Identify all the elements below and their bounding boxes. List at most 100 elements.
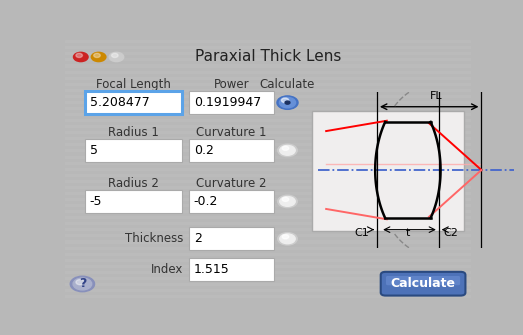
FancyBboxPatch shape: [381, 272, 465, 295]
Bar: [65, 195, 471, 198]
Bar: [65, 110, 471, 113]
FancyBboxPatch shape: [190, 259, 275, 282]
Circle shape: [109, 52, 124, 62]
Circle shape: [111, 53, 118, 58]
Bar: [65, 177, 471, 180]
Bar: [65, 204, 471, 207]
Text: Index: Index: [151, 263, 183, 276]
Circle shape: [281, 98, 289, 103]
FancyBboxPatch shape: [85, 139, 182, 162]
Bar: [65, 164, 471, 168]
Bar: [65, 155, 471, 158]
Bar: [65, 225, 471, 228]
Text: 0.2: 0.2: [194, 144, 214, 157]
Bar: [65, 86, 471, 89]
FancyBboxPatch shape: [189, 90, 274, 114]
FancyBboxPatch shape: [189, 139, 274, 162]
Bar: [65, 219, 471, 222]
Text: -5: -5: [90, 195, 102, 208]
Text: FL: FL: [429, 91, 442, 100]
Bar: [65, 231, 471, 234]
FancyBboxPatch shape: [86, 191, 184, 214]
Bar: [65, 250, 471, 253]
Bar: [65, 210, 471, 213]
FancyBboxPatch shape: [85, 90, 182, 114]
Text: -0.2: -0.2: [194, 195, 218, 208]
Circle shape: [279, 97, 295, 108]
Text: Focal Length: Focal Length: [96, 77, 171, 90]
Bar: [65, 122, 471, 125]
Bar: [65, 149, 471, 152]
Text: 2: 2: [194, 232, 202, 245]
FancyBboxPatch shape: [189, 258, 274, 281]
Bar: [65, 128, 471, 131]
Circle shape: [92, 52, 106, 62]
Bar: [65, 104, 471, 107]
Bar: [65, 271, 471, 274]
Bar: [65, 71, 471, 74]
Bar: [65, 40, 471, 43]
Bar: [65, 107, 471, 110]
Bar: [65, 131, 471, 134]
Bar: [65, 49, 471, 52]
Text: C1: C1: [355, 228, 369, 238]
Bar: [65, 55, 471, 58]
Bar: [65, 213, 471, 216]
FancyBboxPatch shape: [189, 227, 274, 251]
Bar: [65, 98, 471, 101]
Bar: [65, 186, 471, 189]
Bar: [65, 238, 471, 241]
Bar: [65, 289, 471, 292]
Text: Thickness: Thickness: [124, 232, 183, 245]
FancyBboxPatch shape: [86, 91, 184, 115]
Bar: [65, 241, 471, 244]
Text: 5.208477: 5.208477: [90, 95, 150, 109]
Bar: [65, 201, 471, 204]
Bar: [65, 244, 471, 247]
Bar: [65, 134, 471, 137]
Text: C2: C2: [443, 228, 458, 238]
FancyBboxPatch shape: [190, 191, 275, 214]
Circle shape: [73, 52, 88, 62]
Bar: [65, 228, 471, 231]
Bar: [65, 119, 471, 122]
Bar: [65, 113, 471, 116]
Circle shape: [73, 278, 92, 290]
Bar: [65, 89, 471, 92]
FancyBboxPatch shape: [312, 111, 464, 231]
Circle shape: [282, 197, 289, 201]
Bar: [65, 286, 471, 289]
Text: ?: ?: [78, 277, 86, 290]
Bar: [65, 277, 471, 280]
Bar: [65, 280, 471, 283]
Text: Calculate: Calculate: [391, 277, 456, 290]
FancyBboxPatch shape: [86, 139, 184, 163]
FancyBboxPatch shape: [189, 190, 274, 213]
Bar: [65, 216, 471, 219]
Bar: [65, 283, 471, 286]
Bar: [65, 265, 471, 268]
Bar: [65, 189, 471, 192]
Circle shape: [282, 235, 289, 239]
Bar: [65, 74, 471, 77]
Bar: [65, 64, 471, 68]
Bar: [65, 68, 471, 71]
Bar: [65, 152, 471, 155]
Circle shape: [70, 276, 95, 292]
Circle shape: [278, 144, 297, 156]
Bar: [65, 61, 471, 64]
Text: 1.515: 1.515: [194, 263, 230, 276]
Bar: [65, 95, 471, 98]
Bar: [65, 137, 471, 140]
Bar: [65, 158, 471, 161]
Circle shape: [280, 234, 295, 244]
Bar: [65, 292, 471, 295]
Bar: [65, 140, 471, 143]
Bar: [65, 256, 471, 259]
Circle shape: [285, 101, 290, 104]
Bar: [65, 295, 471, 298]
Text: t: t: [406, 228, 410, 238]
Text: 5: 5: [90, 144, 98, 157]
Bar: [65, 58, 471, 61]
Circle shape: [278, 232, 297, 245]
